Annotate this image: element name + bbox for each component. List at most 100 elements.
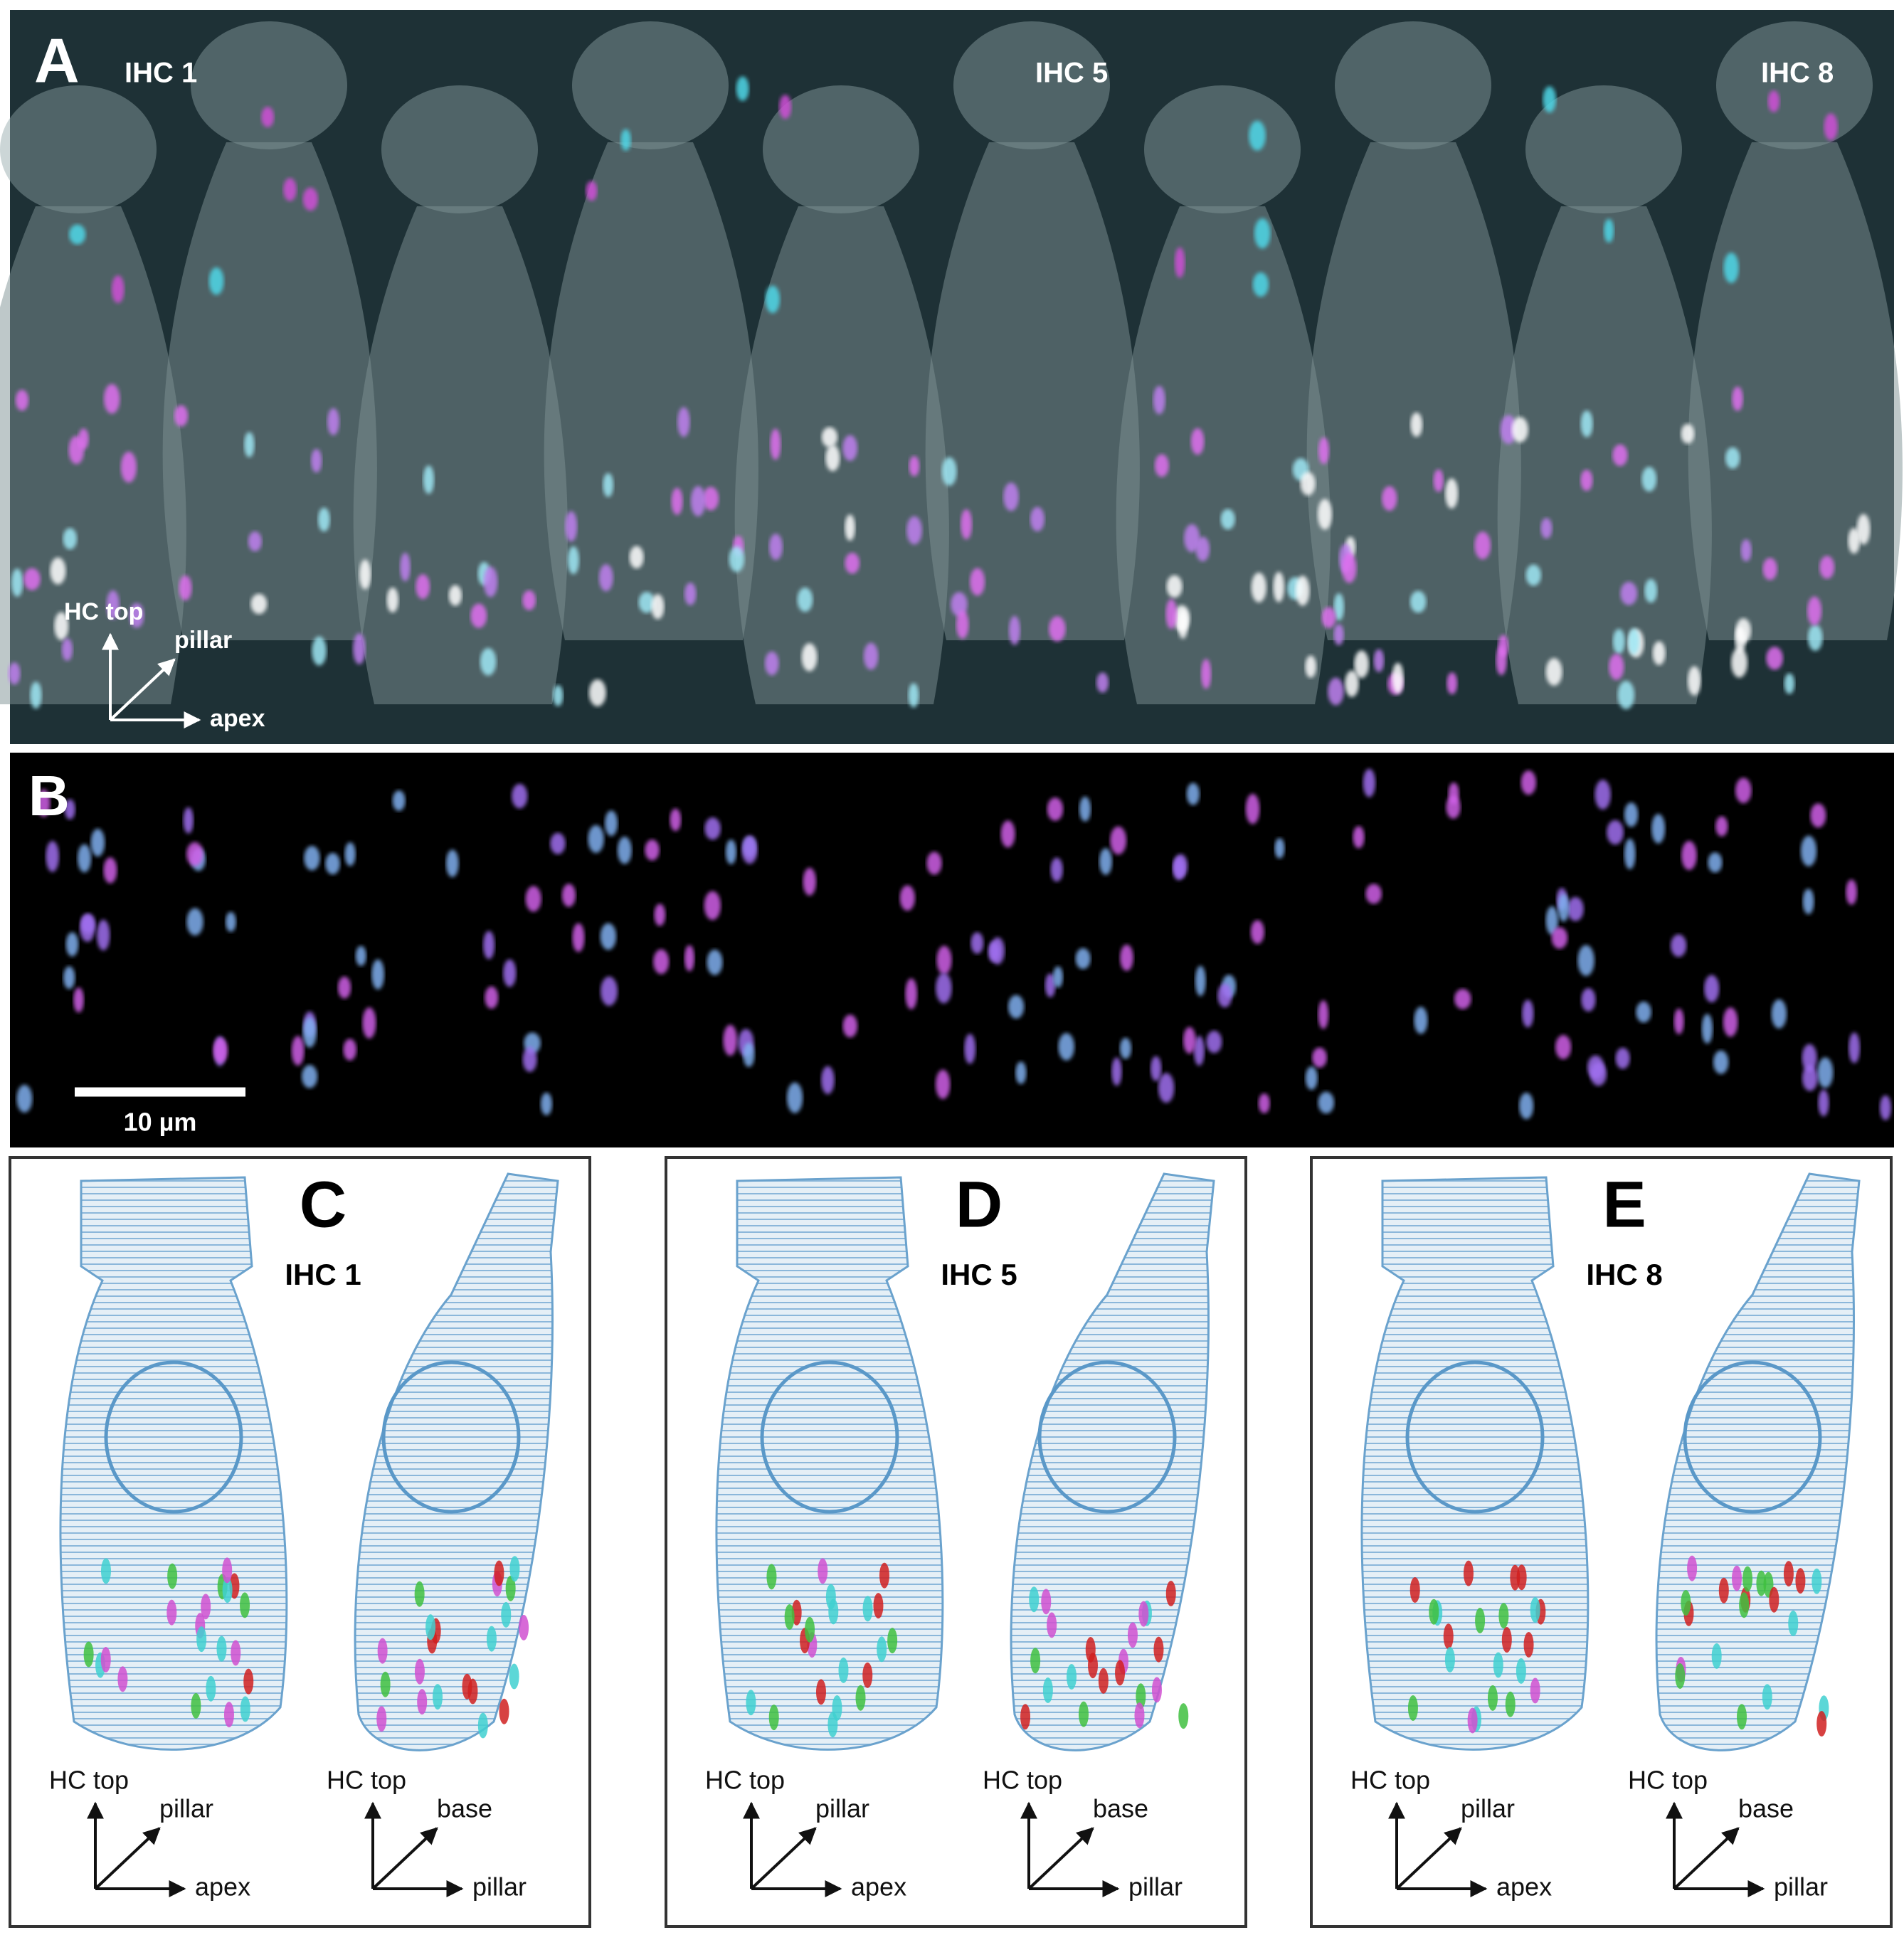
punctum — [651, 594, 665, 620]
punctum — [803, 867, 817, 896]
punctum — [1498, 635, 1508, 657]
synapse — [1115, 1660, 1126, 1686]
punctum — [1052, 966, 1064, 988]
synapse — [1732, 1565, 1742, 1591]
punctum — [1824, 113, 1838, 141]
punctum — [1120, 944, 1133, 971]
punctum — [598, 564, 613, 592]
axis-label: base — [1093, 1794, 1148, 1823]
synapse — [462, 1673, 472, 1700]
synapse — [494, 1560, 504, 1586]
punctum — [821, 1066, 835, 1095]
synapse — [862, 1596, 873, 1622]
synapse — [855, 1685, 866, 1711]
punctum — [1713, 1050, 1729, 1074]
punctum — [111, 275, 125, 304]
punctum — [1003, 482, 1019, 511]
punctum — [1295, 576, 1310, 606]
synapse — [1138, 1601, 1149, 1627]
cell-body — [925, 142, 1140, 640]
punctum — [1802, 1044, 1817, 1072]
punctum — [1587, 1055, 1604, 1079]
cell-reconstruction — [1655, 1172, 1861, 1751]
punctum — [23, 568, 41, 590]
synapse — [216, 1636, 227, 1662]
punctum — [1581, 987, 1596, 1012]
punctum — [821, 427, 838, 447]
cell-label: IHC 8 — [1761, 58, 1834, 89]
cell-label: IHC 5 — [941, 1258, 1017, 1291]
punctum — [1551, 927, 1568, 949]
punctum — [1345, 670, 1359, 697]
synapse — [196, 1626, 207, 1653]
punctum — [690, 486, 706, 516]
cell-head — [1144, 85, 1301, 213]
punctum — [1044, 973, 1056, 997]
punctum — [951, 592, 968, 617]
synapse — [243, 1668, 254, 1695]
punctum — [1671, 934, 1687, 958]
punctum — [603, 472, 614, 497]
punctum — [1318, 1000, 1329, 1029]
nucleus — [1683, 1360, 1822, 1514]
synapse — [784, 1604, 795, 1631]
punctum — [629, 546, 644, 569]
punctum — [63, 966, 75, 990]
punctum — [964, 1034, 976, 1064]
synapse — [1516, 1658, 1526, 1684]
synapse — [1467, 1707, 1478, 1734]
synapse — [1498, 1603, 1509, 1629]
punctum — [1856, 514, 1871, 545]
punctum — [448, 585, 462, 606]
punctum — [1333, 624, 1344, 646]
punctum — [1193, 1035, 1205, 1066]
punctum — [1446, 672, 1458, 695]
cell-body — [1306, 142, 1521, 640]
punctum — [970, 932, 984, 954]
synapse — [1737, 1704, 1747, 1730]
synapse — [805, 1616, 815, 1643]
punctum — [970, 568, 985, 596]
cell-head — [1525, 85, 1682, 213]
punctum — [1725, 447, 1740, 469]
punctum — [1251, 572, 1266, 603]
punctum — [1153, 386, 1165, 415]
punctum — [1184, 524, 1200, 553]
synapse — [414, 1658, 425, 1685]
punctum — [1580, 470, 1593, 492]
synapse — [222, 1557, 233, 1584]
punctum — [312, 636, 327, 666]
synapse — [1030, 1648, 1041, 1674]
punctum — [470, 603, 487, 628]
synapse — [1178, 1703, 1189, 1729]
punctum — [1300, 472, 1316, 496]
punctum — [1802, 1065, 1818, 1091]
punctum — [355, 945, 366, 966]
synapse — [417, 1689, 428, 1715]
punctum — [786, 1082, 803, 1113]
synapse — [1530, 1596, 1540, 1623]
punctum — [1520, 770, 1536, 795]
punctum — [1446, 795, 1461, 819]
punctum — [261, 107, 275, 127]
punctum — [1740, 539, 1752, 562]
punctum — [120, 451, 137, 483]
punctum — [186, 842, 203, 866]
punctum — [30, 682, 42, 709]
punctum — [522, 590, 536, 610]
punctum — [842, 435, 858, 461]
punctum — [1158, 1073, 1175, 1103]
punctum — [797, 587, 813, 613]
punctum — [1206, 1030, 1222, 1054]
cell-reconstruction — [1010, 1172, 1215, 1751]
synapse — [377, 1638, 388, 1664]
cell-body — [1497, 206, 1712, 704]
punctum — [540, 1092, 552, 1115]
punctum — [1681, 423, 1695, 444]
punctum — [1673, 1008, 1684, 1034]
punctum — [684, 945, 695, 972]
punctum — [1173, 857, 1185, 881]
puncta-b — [16, 768, 1891, 1120]
synapse — [167, 1563, 178, 1589]
punctum — [1099, 848, 1113, 875]
